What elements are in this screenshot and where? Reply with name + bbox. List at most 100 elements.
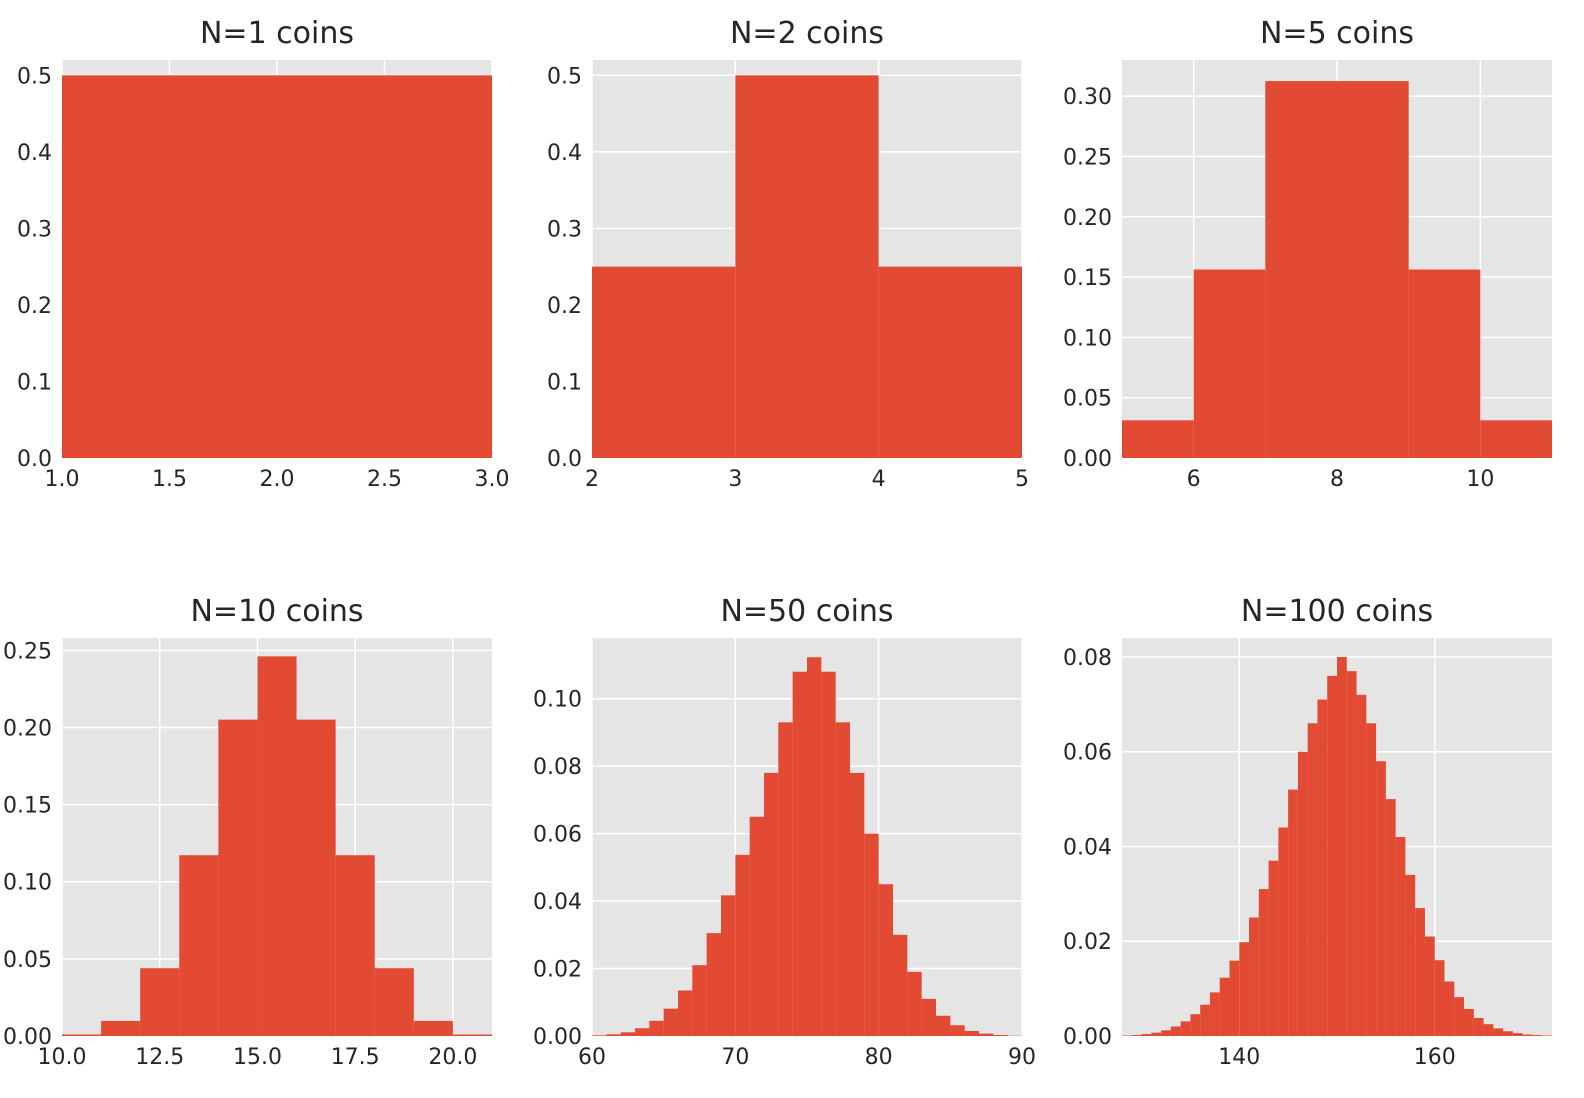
histogram-bar [592,1035,606,1036]
histogram-bar [836,722,850,1036]
subplot-5: N=100 coins0.000.020.040.060.08140160 [1122,638,1552,1036]
histogram-bar [1171,1027,1181,1036]
histogram-bar [993,1035,1007,1036]
x-tick-label: 8 [1330,467,1344,492]
histogram-bar [1396,837,1406,1036]
y-tick-label: 0.08 [1063,646,1112,671]
histogram-bar [721,895,735,1036]
histogram-bar [1308,723,1318,1036]
histogram-bar [965,1031,979,1036]
subplot-1: N=2 coins0.00.10.20.30.40.52345 [592,60,1022,458]
x-tick-label: 2 [585,467,599,492]
subplot-0: N=1 coins0.00.10.20.30.40.51.01.52.02.53… [62,60,492,458]
histogram-bar [1532,1035,1542,1036]
y-tick-label: 0.00 [1063,1025,1112,1050]
histogram-bar [62,1034,101,1036]
histogram-bar [1288,790,1298,1036]
y-tick-label: 0.10 [1063,326,1112,351]
y-tick-label: 0.04 [1063,835,1112,860]
histogram-bar [864,834,878,1036]
x-tick-label: 6 [1187,467,1201,492]
subplot-2: N=5 coins0.000.050.100.150.200.250.30681… [1122,60,1552,458]
histogram-bar [277,75,492,458]
histogram-bar [101,1021,140,1036]
x-tick-label: 10.0 [38,1045,87,1070]
y-tick-label: 0.00 [533,1025,582,1050]
histogram-bar [592,267,735,458]
histogram-bar [1366,723,1376,1036]
histogram-bar [692,965,706,1036]
histogram-bar [297,720,336,1036]
histogram-bar [1513,1033,1523,1036]
histogram-bar [649,1021,663,1036]
histogram-bar [1435,960,1445,1036]
histogram-bar [979,1034,993,1036]
histogram-bar [1503,1031,1513,1036]
histogram-bar [1239,942,1249,1036]
x-tick-label: 1.5 [152,467,187,492]
histogram-bar [850,773,864,1036]
histogram-bar [735,75,878,458]
histogram-bar [1386,799,1396,1036]
x-tick-label: 20.0 [428,1045,477,1070]
histogram-bar [218,720,257,1036]
x-tick-label: 17.5 [331,1045,380,1070]
histogram-bar [664,1009,678,1036]
x-tick-label: 2.0 [260,467,295,492]
histogram-bar [936,1016,950,1036]
x-tick-label: 60 [578,1045,606,1070]
histogram-bar [764,773,778,1036]
y-tick-label: 0.05 [1063,387,1112,412]
histogram-bar [1415,908,1425,1036]
y-tick-label: 0.10 [533,688,582,713]
x-tick-label: 4 [872,467,886,492]
histogram-bar [1484,1024,1494,1036]
plot-svg: 0.00.10.20.30.40.51.01.52.02.53.0 [62,60,492,458]
bars-group [62,75,492,458]
histogram-bar [375,968,414,1036]
y-tick-label: 0.02 [1063,930,1112,955]
histogram-bar [1278,828,1288,1036]
histogram-bar [1474,1018,1484,1036]
y-tick-label: 0.2 [17,294,52,319]
y-tick-label: 0.5 [17,64,52,89]
histogram-bar [453,1034,492,1036]
histogram-bar [1190,1014,1200,1036]
histogram-bar [1122,420,1194,458]
y-tick-label: 0.1 [547,370,582,395]
subplot-title: N=50 coins [592,594,1022,629]
y-tick-label: 0.2 [547,294,582,319]
histogram-bar [879,884,893,1036]
histogram-bar [1337,657,1347,1036]
y-tick-label: 0.05 [3,948,52,973]
y-tick-label: 0.06 [1063,741,1112,766]
histogram-bar [414,1021,453,1036]
subplot-title: N=2 coins [592,16,1022,51]
histogram-bar [1454,997,1464,1036]
chart-figure: N=1 coins 0.00.10.20.30.40.51.01.52.02.53… [0,0,1584,1098]
y-tick-label: 0.20 [1063,206,1112,231]
y-tick-label: 0.10 [3,871,52,896]
histogram-bar [606,1034,620,1036]
x-tick-label: 160 [1414,1045,1456,1070]
histogram-bar [1337,81,1409,458]
y-tick-label: 0.1 [17,370,52,395]
y-tick-label: 0.06 [533,823,582,848]
histogram-bar [1445,982,1455,1036]
y-tick-label: 0.15 [3,794,52,819]
histogram-bar [179,855,218,1036]
subplot-title: N=1 coins [62,16,492,51]
histogram-bar [1269,861,1279,1036]
histogram-bar [1523,1035,1533,1036]
histogram-bar [140,968,179,1036]
histogram-bar [1259,889,1269,1036]
histogram-bar [1265,81,1337,458]
histogram-bar [1347,671,1357,1036]
y-tick-label: 0.0 [547,447,582,472]
x-tick-label: 70 [721,1045,749,1070]
x-tick-label: 3.0 [475,467,510,492]
subplot-4: N=50 coins0.000.020.040.060.080.10607080… [592,638,1022,1036]
histogram-bar [1327,676,1337,1036]
histogram-bar [922,999,936,1036]
histogram-bar [678,990,692,1036]
